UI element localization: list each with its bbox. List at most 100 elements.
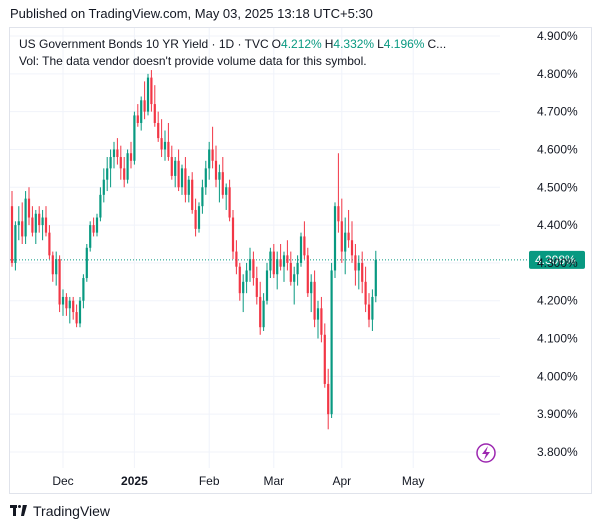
candle-body — [17, 221, 20, 226]
candle — [153, 85, 156, 127]
candle-body — [221, 172, 224, 195]
candle — [350, 221, 354, 263]
candle — [255, 266, 258, 305]
candle — [327, 368, 330, 430]
candle — [252, 251, 255, 286]
candle — [68, 296, 71, 324]
candle — [221, 157, 224, 199]
price-axis-label: 4.300% — [537, 256, 578, 270]
candle-body — [150, 77, 153, 105]
candle — [102, 168, 105, 203]
candle-body — [228, 187, 231, 218]
candle-body — [272, 251, 275, 275]
legend-volume-note: Vol: The data vendor doesn't provide vol… — [19, 54, 367, 68]
candle-body — [340, 221, 343, 252]
candle — [272, 244, 275, 279]
legend-high-value: 4.332% — [333, 37, 375, 51]
candle-body — [48, 232, 51, 256]
candle-body — [55, 259, 58, 275]
candle-body — [201, 187, 204, 207]
candle-body — [316, 308, 320, 320]
candle — [27, 187, 31, 226]
published-caption: Published on TradingView.com, May 03, 20… — [10, 6, 373, 21]
candle-body — [72, 300, 75, 313]
symbol-legend[interactable]: US Government Bonds 10 YR Yield · 1D · T… — [19, 36, 446, 70]
candle-body — [38, 213, 41, 226]
candle-body — [133, 115, 136, 161]
candle-body — [136, 115, 139, 123]
candle-body — [27, 198, 31, 218]
tradingview-logo[interactable]: TradingView — [10, 503, 110, 519]
candle-body — [374, 259, 377, 297]
candle — [235, 240, 238, 275]
candle — [303, 221, 306, 260]
candle-body — [323, 334, 326, 384]
candle — [170, 145, 173, 180]
candle-body — [85, 247, 88, 279]
candle — [75, 304, 78, 328]
candle — [208, 141, 211, 180]
candle — [265, 262, 269, 305]
candle — [65, 293, 68, 316]
candle — [61, 289, 65, 316]
candle-body — [276, 259, 279, 275]
candle-body — [129, 153, 133, 161]
candle-body — [174, 160, 177, 176]
candle — [323, 323, 326, 388]
candle-body — [320, 308, 323, 335]
candle-body — [350, 240, 354, 256]
candle — [344, 217, 347, 275]
candle-body — [269, 251, 272, 271]
candle — [187, 175, 190, 203]
candle-body — [184, 168, 187, 195]
candle-body — [34, 213, 37, 233]
price-axis-label: 3.900% — [537, 407, 578, 421]
candle — [72, 296, 75, 320]
candle — [150, 70, 153, 112]
candle-body — [214, 160, 218, 180]
candle-body — [61, 296, 65, 305]
candle — [248, 247, 252, 282]
candle — [95, 213, 99, 237]
candle-body — [347, 232, 350, 241]
candle — [17, 206, 20, 241]
candle — [99, 187, 102, 222]
candle — [89, 221, 92, 252]
candle-body — [167, 141, 170, 158]
time-axis-label: Feb — [199, 474, 220, 488]
candle — [238, 262, 241, 301]
candle-body — [58, 259, 61, 305]
price-axis-label: 4.700% — [537, 105, 578, 119]
candle — [180, 164, 184, 195]
last-price-line: 4.308% — [10, 250, 585, 269]
candle — [340, 198, 343, 263]
candle-body — [286, 255, 289, 263]
time-axis-label: 2025 — [121, 474, 148, 488]
candle — [126, 149, 129, 184]
candle-body — [146, 77, 150, 112]
candle-body — [357, 262, 360, 271]
candle — [21, 202, 24, 244]
legend-low-value: 4.196% — [383, 37, 425, 51]
candles — [10, 70, 377, 430]
legend-close-label: C... — [427, 37, 447, 51]
candle — [310, 274, 313, 313]
candle — [31, 206, 34, 237]
candle — [201, 179, 204, 214]
candle-body — [248, 259, 252, 271]
candle-body — [140, 100, 143, 123]
candle-body — [41, 217, 44, 226]
candle — [231, 209, 235, 260]
candle-body — [211, 149, 214, 161]
chart-frame[interactable] — [9, 27, 592, 494]
candle-body — [354, 255, 357, 271]
candle — [371, 289, 374, 331]
candle — [214, 145, 218, 188]
last-price-badge — [529, 250, 585, 269]
candle-body — [109, 157, 112, 169]
candle — [123, 157, 126, 188]
candle-body — [24, 198, 27, 237]
candle-body — [279, 259, 282, 267]
candle-body — [99, 194, 102, 218]
